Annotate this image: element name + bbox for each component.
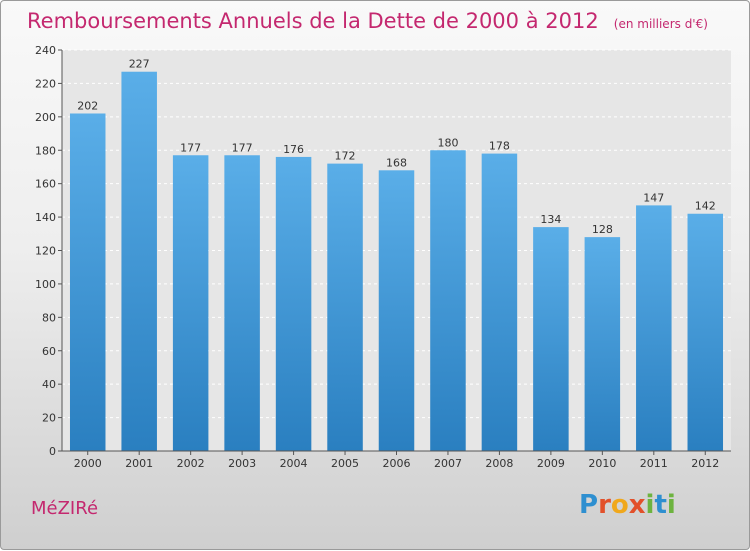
x-tick-label: 2003 bbox=[228, 457, 256, 470]
y-tick-label: 180 bbox=[35, 144, 56, 157]
proxiti-logo: Proxiti bbox=[579, 490, 676, 520]
x-tick-label: 2010 bbox=[588, 457, 616, 470]
axes: 0 20 40 60 80 100 120 140 160 180 200 220 240 2000 200… bbox=[35, 44, 731, 470]
y-tick-label: 200 bbox=[35, 111, 56, 124]
data-label-2011: 147 bbox=[643, 191, 664, 204]
y-tick-label: 0 bbox=[49, 445, 56, 458]
x-tick-label: 2001 bbox=[125, 457, 153, 470]
bar-2011 bbox=[636, 205, 672, 451]
data-label-2006: 168 bbox=[386, 156, 407, 169]
logo-letter: o bbox=[610, 490, 629, 520]
logo-letter: t bbox=[654, 490, 667, 520]
logo-letter: P bbox=[579, 490, 599, 520]
data-label-2009: 134 bbox=[540, 213, 561, 226]
chart-title: Remboursements Annuels de la Dette de 20… bbox=[27, 9, 599, 33]
bar-2007 bbox=[430, 150, 466, 451]
bar-2009 bbox=[533, 227, 569, 451]
bar-2010 bbox=[584, 237, 621, 451]
y-tick-label: 140 bbox=[35, 211, 56, 224]
x-tick-label: 2000 bbox=[74, 457, 102, 470]
y-tick-label: 40 bbox=[42, 378, 56, 391]
x-tick-label: 2009 bbox=[537, 457, 565, 470]
data-label-2002: 177 bbox=[180, 141, 201, 154]
data-label-2007: 180 bbox=[437, 136, 458, 149]
logo-letter: r bbox=[598, 490, 611, 520]
y-tick-label: 160 bbox=[35, 178, 56, 191]
title-row: Remboursements Annuels de la Dette de 20… bbox=[27, 9, 708, 33]
data-label-2001: 227 bbox=[129, 58, 150, 71]
bar-2012 bbox=[687, 213, 724, 451]
bar-2002 bbox=[172, 155, 209, 451]
y-tick-label: 60 bbox=[42, 345, 56, 358]
data-label-2000: 202 bbox=[77, 99, 98, 112]
y-tick-label: 100 bbox=[35, 278, 56, 291]
bar-2000 bbox=[69, 113, 106, 451]
x-tick-label: 2012 bbox=[691, 457, 719, 470]
x-tick-label: 2011 bbox=[640, 457, 668, 470]
chart-unit: (en milliers d'€) bbox=[613, 17, 708, 31]
bar-2008 bbox=[481, 153, 518, 451]
commune-name: MéZIRé bbox=[31, 498, 99, 519]
data-label-2004: 176 bbox=[283, 143, 304, 156]
x-tick-label: 2006 bbox=[383, 457, 411, 470]
bar-2003 bbox=[224, 155, 260, 451]
logo-letter: i bbox=[645, 490, 655, 520]
data-label-2012: 142 bbox=[695, 200, 716, 213]
logo-letter: i bbox=[666, 490, 676, 520]
data-label-2008: 178 bbox=[489, 140, 510, 153]
y-tick-label: 220 bbox=[35, 77, 56, 90]
x-tick-label: 2002 bbox=[177, 457, 205, 470]
y-tick-label: 80 bbox=[42, 311, 56, 324]
x-tick-label: 2008 bbox=[485, 457, 513, 470]
bar-2005 bbox=[327, 163, 363, 451]
bar-2001 bbox=[121, 71, 157, 452]
data-label-2010: 128 bbox=[592, 223, 613, 236]
x-tick-label: 2004 bbox=[280, 457, 308, 470]
x-tick-label: 2005 bbox=[331, 457, 359, 470]
bar-2006 bbox=[378, 170, 415, 452]
x-tick-label: 2007 bbox=[434, 457, 462, 470]
bars: 202 227 177 177 176 172 168 180 178 134 128 147 142 bbox=[69, 58, 724, 452]
data-label-2003: 177 bbox=[232, 141, 253, 154]
logo-letter: x bbox=[628, 490, 646, 520]
y-tick-label: 120 bbox=[35, 245, 56, 258]
y-tick-label: 240 bbox=[35, 44, 56, 57]
bar-2004 bbox=[275, 156, 312, 451]
y-tick-label: 20 bbox=[42, 412, 56, 425]
data-label-2005: 172 bbox=[335, 150, 356, 163]
